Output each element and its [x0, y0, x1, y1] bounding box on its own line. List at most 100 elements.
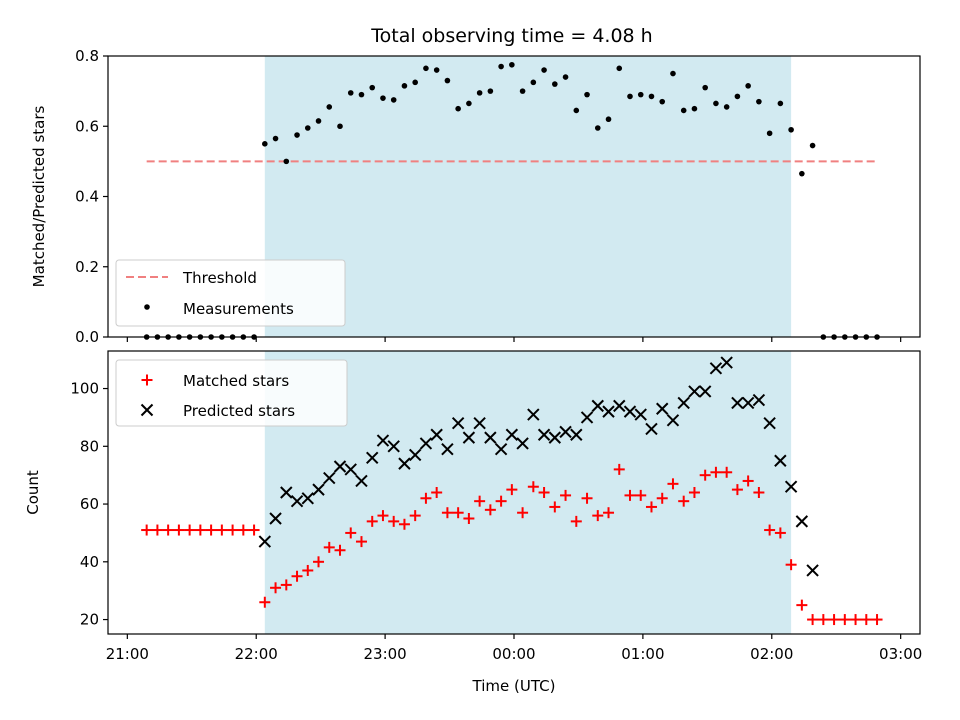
matched-point	[688, 487, 700, 498]
matched-point	[603, 507, 615, 519]
predicted-point	[570, 428, 583, 441]
x-tick-label: 03:00	[879, 645, 922, 663]
matched-point	[699, 469, 711, 481]
measurement-point	[390, 97, 397, 103]
matched-point	[141, 524, 153, 536]
matched-point	[570, 515, 582, 527]
matched-point	[205, 524, 217, 536]
x-tick-label: 21:00	[106, 645, 149, 663]
predicted-point	[473, 416, 486, 430]
matched-point	[377, 510, 389, 522]
matched-point	[560, 489, 572, 501]
y-tick-label: 0.4	[75, 188, 99, 206]
predicted-point	[613, 399, 626, 413]
y-tick-label: 0.0	[75, 328, 99, 346]
top-panel: 0.00.20.40.60.8 Matched/Predicted stars …	[30, 47, 921, 346]
measurement-point	[498, 63, 504, 70]
matched-point	[785, 559, 797, 571]
measurement-point	[605, 116, 612, 123]
predicted-point	[484, 431, 497, 444]
matched-point	[871, 614, 883, 626]
matched-point	[302, 564, 314, 576]
matched-point	[184, 524, 196, 536]
predicted-point	[462, 431, 476, 444]
measurement-point	[347, 90, 354, 96]
predicted-point	[645, 422, 658, 436]
measurement-point	[691, 105, 698, 112]
predicted-point	[602, 405, 615, 418]
bottom-observing-window-shade	[264, 351, 792, 634]
measurement-point	[616, 65, 623, 72]
predicted-point	[333, 460, 347, 473]
x-tick-label: 22:00	[235, 645, 278, 663]
top-y-ticks: 0.0 0.2 0.4 0.6 0.8	[75, 47, 108, 346]
predicted-point	[505, 428, 519, 441]
chart-title: Total observing time = 4.08 h	[370, 25, 652, 47]
matched-point	[613, 463, 625, 475]
measurement-point	[659, 98, 666, 105]
matched-point	[710, 466, 722, 478]
matched-point	[463, 512, 475, 524]
matched-point	[441, 507, 453, 519]
measurement-point	[444, 77, 451, 84]
measurement-point	[766, 130, 773, 137]
legend-plus-marker	[141, 374, 153, 386]
matched-point	[323, 541, 335, 553]
measurement-point	[777, 100, 784, 107]
predicted-point	[301, 492, 314, 505]
matched-point	[624, 489, 636, 501]
y-tick-label: 40	[80, 553, 99, 571]
predicted-point	[623, 405, 637, 418]
predicted-point	[698, 385, 712, 398]
legend-predicted-label: Predicted stars	[183, 402, 295, 420]
measurement-point	[262, 141, 268, 147]
predicted-point	[516, 437, 529, 450]
y-tick-label: 20	[80, 611, 99, 629]
measurement-point	[788, 126, 794, 133]
predicted-point	[709, 362, 723, 375]
x-tick-label: 01:00	[621, 645, 664, 663]
predicted-point	[494, 442, 508, 456]
matched-point	[474, 495, 486, 507]
predicted-point	[280, 486, 293, 499]
predicted-point	[548, 431, 562, 444]
predicted-point	[376, 434, 390, 447]
measurement-point	[648, 93, 655, 100]
matched-point	[817, 614, 829, 626]
matched-point	[581, 492, 593, 504]
measurement-point	[637, 91, 644, 98]
predicted-point	[720, 356, 733, 369]
matched-point	[259, 596, 271, 608]
matched-point	[742, 475, 754, 487]
measurement-point	[304, 125, 311, 131]
matched-point	[237, 524, 249, 536]
measurement-point	[713, 100, 719, 107]
measurement-point	[380, 95, 386, 101]
matched-point	[774, 527, 786, 539]
measurement-point	[734, 93, 741, 100]
matched-point	[667, 478, 679, 490]
matched-point	[366, 515, 378, 527]
predicted-point	[408, 448, 422, 462]
measurement-point	[337, 123, 343, 130]
y-tick-label: 100	[70, 380, 99, 398]
matched-point	[850, 614, 862, 626]
matched-point	[216, 524, 228, 536]
predicted-point	[763, 416, 776, 430]
measurement-point	[723, 104, 730, 110]
measurement-point	[401, 83, 408, 89]
bottom-legend: Matched stars Predicted stars	[115, 359, 348, 427]
legend-threshold-label: Threshold	[182, 269, 257, 287]
bottom-x-ticks: 21:00 22:00 23:00 00:00 01:00 02:00 03:00	[106, 634, 922, 663]
predicted-point	[634, 408, 647, 421]
measurement-point	[412, 79, 418, 86]
matched-point	[678, 495, 690, 507]
bottom-y-ticks: 20 40 60 80 100	[70, 380, 108, 629]
matched-point	[495, 495, 507, 507]
predicted-point	[258, 535, 272, 548]
measurement-point	[584, 91, 590, 98]
predicted-point	[537, 428, 551, 441]
top-legend-box	[115, 259, 346, 327]
predicted-point	[741, 396, 755, 410]
matched-point	[517, 507, 529, 519]
